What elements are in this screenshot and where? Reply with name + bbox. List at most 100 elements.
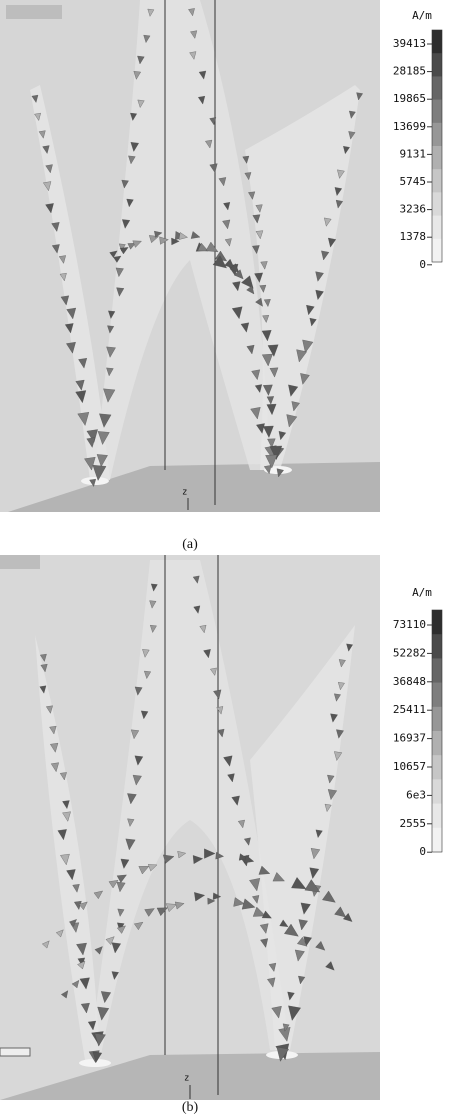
field-arrow xyxy=(304,879,321,893)
field-arrow xyxy=(260,261,268,270)
field-arrow xyxy=(144,908,155,917)
field-arrow xyxy=(217,728,225,738)
legend-value: 6e3 xyxy=(406,788,426,801)
field-arrow xyxy=(149,625,157,633)
field-arrow xyxy=(223,755,233,767)
field-arrow xyxy=(209,163,218,174)
center-blade xyxy=(90,560,290,1060)
legend-band xyxy=(432,827,442,853)
field-arrow xyxy=(97,1006,110,1021)
field-arrow xyxy=(288,1005,301,1021)
field-arrow xyxy=(41,940,50,949)
field-arrow xyxy=(250,407,261,420)
field-arrow xyxy=(99,413,112,428)
field-arrow xyxy=(174,901,185,910)
field-arrow xyxy=(106,367,114,377)
field-arrow xyxy=(78,901,88,911)
field-arrow xyxy=(338,659,346,668)
field-arrow xyxy=(296,349,307,363)
field-arrow xyxy=(92,464,107,481)
legend-value: 1378 xyxy=(400,230,427,243)
field-arrow xyxy=(50,762,59,773)
field-arrow xyxy=(287,991,295,1001)
legend-value: 9131 xyxy=(400,147,427,160)
field-arrow xyxy=(335,199,344,209)
field-arrow xyxy=(137,55,145,65)
legend-band xyxy=(432,658,442,684)
field-arrow xyxy=(100,991,112,1004)
field-arrow xyxy=(94,1033,106,1047)
field-arrow xyxy=(116,287,125,297)
field-arrow xyxy=(125,838,136,851)
field-arrow xyxy=(127,243,136,250)
field-arrow xyxy=(252,895,260,904)
field-arrow xyxy=(109,250,118,258)
field-arrow xyxy=(190,231,201,239)
field-arrow xyxy=(276,1046,289,1062)
field-arrow xyxy=(120,858,130,869)
field-arrow xyxy=(309,867,320,879)
field-arrow xyxy=(89,478,97,487)
legend-band xyxy=(432,755,442,780)
field-arrow xyxy=(266,403,277,416)
field-arrow xyxy=(263,465,272,475)
center-blade xyxy=(95,0,270,480)
field-arrow xyxy=(246,344,255,355)
field-arrow xyxy=(343,146,350,155)
field-arrow xyxy=(267,438,276,448)
field-arrow xyxy=(269,445,283,460)
field-arrow xyxy=(49,725,57,735)
field-arrow xyxy=(269,367,279,378)
field-arrow xyxy=(78,358,88,369)
field-arrow xyxy=(324,217,332,227)
field-arrow xyxy=(59,772,67,781)
field-arrow xyxy=(298,919,308,931)
legend-value: 2555 xyxy=(400,817,427,830)
field-arrow xyxy=(244,172,252,181)
field-arrow xyxy=(209,117,217,126)
field-arrow xyxy=(300,373,310,385)
field-arrow xyxy=(315,941,326,951)
field-arrow xyxy=(321,250,330,261)
field-arrow xyxy=(255,204,263,213)
field-arrow xyxy=(108,880,119,889)
legend-unit: A/m xyxy=(412,9,432,22)
field-arrow xyxy=(77,412,90,426)
field-arrow xyxy=(128,155,136,165)
field-arrow xyxy=(260,938,269,948)
field-arrow xyxy=(203,649,211,659)
field-arrow xyxy=(130,112,138,121)
field-arrow xyxy=(96,454,108,468)
ground-plane xyxy=(0,1052,380,1100)
field-arrow xyxy=(76,942,87,956)
field-arrow xyxy=(241,898,256,910)
legend-band xyxy=(432,76,442,101)
field-arrow xyxy=(204,848,216,859)
field-arrow xyxy=(147,864,158,872)
field-arrow xyxy=(218,177,227,187)
field-arrow xyxy=(241,275,254,289)
field-arrow xyxy=(227,773,235,783)
field-arrow xyxy=(291,877,307,890)
field-arrow xyxy=(300,902,311,915)
field-arrow xyxy=(244,855,255,864)
field-arrow xyxy=(60,295,70,306)
field-arrow xyxy=(142,649,150,658)
field-arrow xyxy=(75,379,85,391)
field-arrow xyxy=(334,693,341,702)
field-arrow xyxy=(94,946,103,955)
field-arrow xyxy=(115,267,124,278)
legend-band xyxy=(432,146,442,170)
field-arrow xyxy=(50,742,59,753)
legend-value: 36848 xyxy=(393,675,426,688)
field-arrow xyxy=(224,258,235,269)
field-arrow xyxy=(92,1051,103,1063)
field-arrow xyxy=(40,663,48,673)
field-arrow xyxy=(251,369,261,381)
field-arrow xyxy=(261,353,273,367)
field-arrow xyxy=(298,975,306,985)
field-arrow xyxy=(233,269,244,280)
field-arrow xyxy=(224,238,232,247)
field-arrow xyxy=(55,929,64,938)
